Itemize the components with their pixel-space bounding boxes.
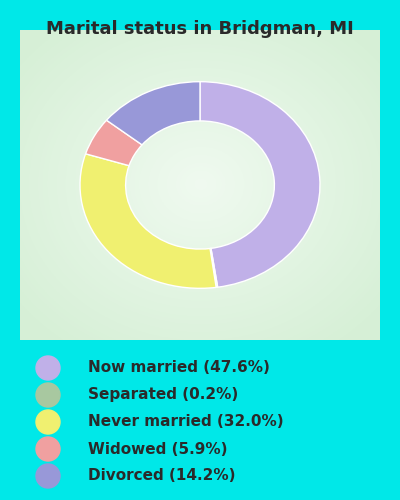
Wedge shape [200, 82, 320, 287]
Ellipse shape [36, 437, 60, 461]
Ellipse shape [36, 464, 60, 488]
Ellipse shape [36, 383, 60, 407]
Text: Separated (0.2%): Separated (0.2%) [88, 388, 238, 402]
Ellipse shape [36, 356, 60, 380]
Wedge shape [86, 120, 142, 166]
Text: Now married (47.6%): Now married (47.6%) [88, 360, 270, 376]
Text: Widowed (5.9%): Widowed (5.9%) [88, 442, 228, 456]
Ellipse shape [36, 410, 60, 434]
Wedge shape [80, 154, 216, 288]
Text: Marital status in Bridgman, MI: Marital status in Bridgman, MI [46, 20, 354, 38]
Text: Divorced (14.2%): Divorced (14.2%) [88, 468, 236, 483]
Wedge shape [210, 248, 218, 288]
Wedge shape [106, 82, 200, 145]
Text: Never married (32.0%): Never married (32.0%) [88, 414, 284, 430]
